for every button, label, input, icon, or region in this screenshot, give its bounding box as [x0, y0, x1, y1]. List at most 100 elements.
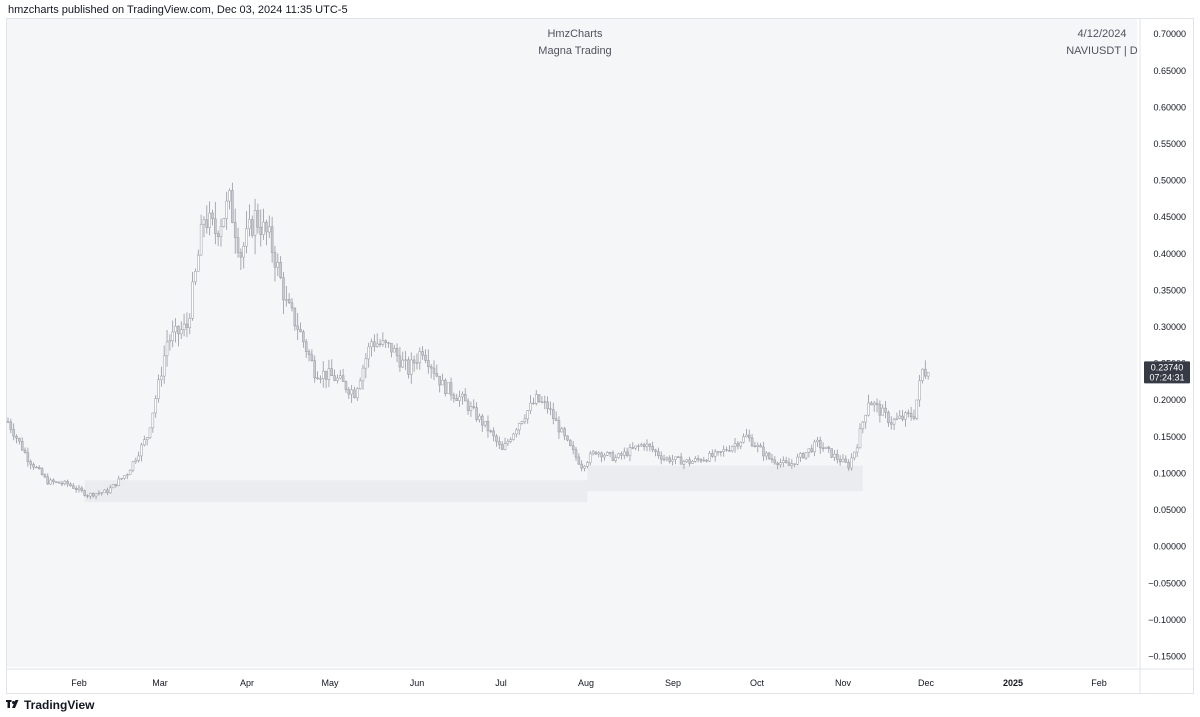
candle-body: [591, 451, 595, 455]
candle-body: [909, 413, 913, 418]
candle-body: [350, 389, 353, 395]
candle-body: [293, 307, 297, 327]
footer-brand[interactable]: TradingView: [24, 698, 95, 712]
candle-body: [259, 226, 263, 235]
plot-background: [7, 19, 1137, 667]
candle-body: [137, 455, 140, 461]
candle-body: [762, 446, 765, 457]
candle-body: [347, 389, 351, 395]
candle-body: [833, 453, 836, 458]
candle-body: [410, 359, 413, 375]
candle-body: [921, 368, 924, 381]
candle-body: [239, 252, 243, 258]
candle-body: [600, 452, 603, 458]
candle-body: [864, 414, 867, 423]
candle-body: [552, 409, 555, 419]
candle-body: [870, 402, 873, 406]
candle-body: [889, 422, 893, 425]
candle-body: [370, 341, 373, 348]
candle-body: [759, 445, 762, 448]
candle-body: [747, 434, 751, 439]
candle-body: [770, 458, 774, 461]
candle-body: [892, 419, 896, 425]
candle-body: [461, 393, 464, 398]
x-tick-label: Mar: [152, 678, 168, 688]
candle-body: [463, 393, 467, 402]
candle-body: [123, 475, 126, 479]
price-chart[interactable]: 0.70000 0.65000 0.60000 0.55000 0.50000 0.450…: [6, 18, 1194, 694]
candle-body: [185, 323, 189, 328]
candle-body: [69, 483, 72, 487]
candle-body: [810, 448, 813, 453]
candle-body: [114, 484, 118, 486]
candle-body: [160, 375, 163, 380]
candle-body: [640, 444, 643, 447]
candle-body: [875, 402, 879, 405]
candle-body: [126, 474, 129, 476]
candle-body: [560, 428, 564, 433]
candle-body: [395, 348, 399, 357]
candle-body: [838, 459, 842, 463]
demand-zone-1[interactable]: [84, 480, 588, 503]
candle-body: [853, 451, 856, 459]
candle-body: [472, 406, 476, 408]
candle-body: [679, 456, 683, 465]
candle-body: [37, 466, 41, 469]
candle-body: [614, 457, 618, 461]
candle-body: [634, 445, 637, 449]
candle-body: [662, 458, 666, 461]
y-tick-label: −0.10000: [1148, 615, 1186, 625]
candle-body: [6, 421, 10, 423]
x-tick-label: Sep: [665, 678, 681, 688]
candle-body: [268, 226, 271, 233]
candle-body: [154, 398, 157, 414]
candle-body: [421, 351, 424, 356]
candle-body: [915, 399, 919, 419]
candle-body: [100, 492, 103, 494]
candle-body: [790, 463, 794, 466]
candle-body: [506, 441, 510, 444]
candle-body: [18, 437, 21, 442]
candle-body: [108, 487, 112, 494]
candle-body: [796, 456, 799, 465]
candle-body: [722, 449, 725, 452]
price-axis[interactable]: 0.70000 0.65000 0.60000 0.55000 0.50000 0.450…: [1148, 29, 1186, 661]
candle-body: [429, 366, 433, 369]
candle-body: [733, 443, 737, 448]
candle-body: [20, 441, 24, 451]
candle-body: [566, 435, 569, 441]
candle-body: [659, 455, 663, 460]
y-tick-label: 0.65000: [1153, 66, 1186, 76]
candle-body: [214, 218, 217, 234]
candle-body: [486, 420, 490, 432]
candle-body: [253, 210, 257, 236]
candle-body: [285, 299, 288, 301]
candle-body: [94, 493, 98, 497]
candle-body: [106, 489, 109, 494]
candle-body: [699, 459, 703, 462]
candle-body: [804, 452, 808, 459]
candle-body: [381, 340, 385, 345]
candle-body: [256, 210, 260, 228]
candle-body: [617, 453, 620, 458]
candle-body: [89, 493, 92, 497]
candle-body: [586, 462, 589, 467]
x-tick-label: Feb: [1091, 678, 1107, 688]
candle-body: [657, 451, 660, 456]
candle-body: [72, 485, 75, 489]
candle-body: [532, 402, 535, 405]
footer: TradingView: [6, 697, 94, 713]
candle-body: [458, 396, 461, 401]
candle-body: [339, 375, 342, 379]
candle-body: [515, 429, 518, 435]
candle-body: [623, 451, 626, 456]
candle-body: [685, 459, 689, 462]
tradingview-logo-icon[interactable]: [6, 700, 20, 710]
candle-body: [55, 481, 58, 483]
candle-body: [250, 219, 254, 236]
candle-body: [279, 262, 282, 278]
time-axis[interactable]: Feb Mar Apr May Jun Jul Aug Sep Oct Nov Dec 2025 Feb: [71, 678, 1107, 688]
candle-body: [412, 359, 416, 364]
demand-zone-2[interactable]: [587, 465, 863, 492]
candle-body: [231, 190, 234, 223]
